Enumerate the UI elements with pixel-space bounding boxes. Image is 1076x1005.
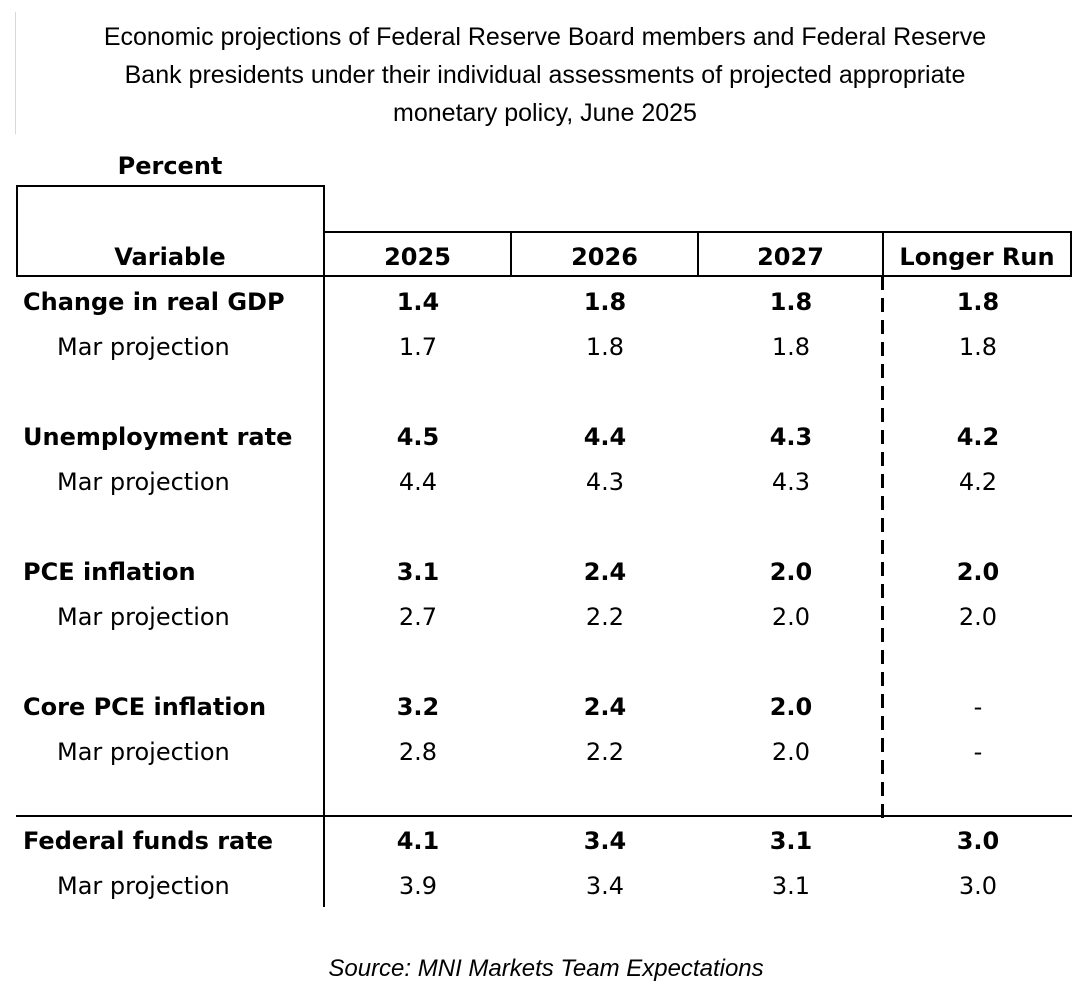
core-pce-prior-label: Mar projection [57,738,230,766]
header-variable: Variable [114,243,226,271]
pce-inflation-2025: 3.1 [396,558,440,586]
header-2026: 2026 [571,243,638,271]
row-label-unemployment: Unemployment rate [23,423,293,451]
pce-inflation-longer-run: 2.0 [956,558,1000,586]
pce-inflation-prior-2026: 2.2 [585,603,625,631]
source-note: Source: MNI Markets Team Expectations [328,955,764,982]
core-pce-longer-run: - [973,693,983,721]
core-pce-prior-2026: 2.2 [585,738,625,766]
header-2027: 2027 [757,243,824,271]
unemployment-2025: 4.5 [396,423,440,451]
header-right-border [1070,231,1072,277]
core-pce-prior-longer-run: - [973,738,983,766]
core-pce-prior-2027: 2.0 [771,738,811,766]
funds-rate-prior-longer-run: 3.0 [958,872,998,900]
real-gdp-prior-2026: 1.8 [585,333,625,361]
pce-inflation-prior-longer-run: 2.0 [958,603,998,631]
table-title: Economic projections of Federal Reserve … [20,18,1070,132]
row-label-pce-inflation: PCE inflation [23,558,196,586]
title-line-1: Economic projections of Federal Reserve … [103,23,987,51]
funds-rate-longer-run: 3.0 [956,827,1000,855]
real-gdp-prior-2025: 1.7 [398,333,438,361]
real-gdp-2025: 1.4 [396,288,440,316]
funds-rate-prior-label: Mar projection [57,872,230,900]
header-divider-2025-2026 [510,231,512,277]
row-label-core-pce-inflation: Core PCE inflation [23,693,267,721]
real-gdp-prior-longer-run: 1.8 [958,333,998,361]
unemployment-prior-2027: 4.3 [771,468,811,496]
unemployment-prior-2025: 4.4 [398,468,438,496]
header-bottom-rule [16,275,1072,277]
core-pce-prior-2025: 2.8 [398,738,438,766]
header-left-border [16,185,18,277]
unemployment-prior-2026: 4.3 [585,468,625,496]
longer-run-dashed-divider [881,276,884,824]
real-gdp-longer-run: 1.8 [956,288,1000,316]
funds-rate-2025: 4.1 [396,827,440,855]
header-2025: 2025 [384,243,451,271]
variable-column-divider [323,185,325,907]
funds-rate-prior-2027: 3.1 [771,872,811,900]
pce-inflation-prior-2027: 2.0 [771,603,811,631]
real-gdp-2027: 1.8 [769,288,813,316]
funds-rate-2026: 3.4 [583,827,627,855]
pce-inflation-2026: 2.4 [583,558,627,586]
funds-rate-2027: 3.1 [769,827,813,855]
row-label-federal-funds-rate: Federal funds rate [23,827,273,855]
core-pce-2026: 2.4 [583,693,627,721]
real-gdp-prior-label: Mar projection [57,333,230,361]
row-label-real-gdp: Change in real GDP [23,288,285,316]
funds-rate-separator-rule [16,815,1072,817]
unemployment-2026: 4.4 [583,423,627,451]
core-pce-2027: 2.0 [769,693,813,721]
title-line-3: monetary policy, June 2025 [393,99,697,127]
real-gdp-prior-2027: 1.8 [771,333,811,361]
pce-inflation-prior-2025: 2.7 [398,603,438,631]
header-longer-run: Longer Run [899,243,1055,271]
header-divider-2027-longer-run [882,231,884,277]
unit-label: Percent [117,152,223,180]
funds-rate-prior-2026: 3.4 [585,872,625,900]
unemployment-2027: 4.3 [769,423,813,451]
core-pce-2025: 3.2 [396,693,440,721]
funds-rate-prior-2025: 3.9 [398,872,438,900]
unemployment-prior-longer-run: 4.2 [958,468,998,496]
pce-inflation-2027: 2.0 [769,558,813,586]
pce-inflation-prior-label: Mar projection [57,603,230,631]
header-divider-2026-2027 [697,231,699,277]
title-left-rule [15,12,16,134]
title-line-2: Bank presidents under their individual a… [124,61,966,89]
unemployment-prior-label: Mar projection [57,468,230,496]
real-gdp-2026: 1.8 [583,288,627,316]
unemployment-longer-run: 4.2 [956,423,1000,451]
header-top-rule-variable [16,185,325,187]
